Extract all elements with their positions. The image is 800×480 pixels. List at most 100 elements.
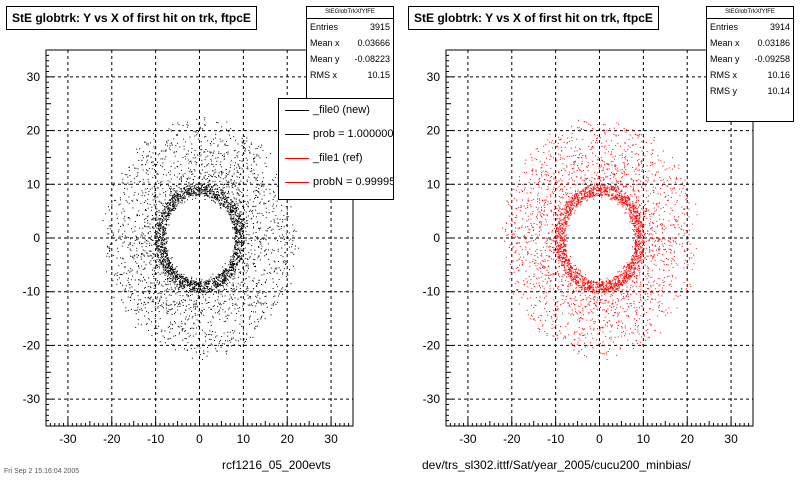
- scatter-point: [212, 170, 214, 172]
- x-tick-label: -30: [59, 432, 77, 446]
- scatter-point: [151, 168, 153, 170]
- scatter-point: [165, 202, 167, 204]
- scatter-point: [248, 176, 250, 178]
- scatter-point: [203, 186, 205, 188]
- scatter-point: [579, 269, 581, 271]
- scatter-point: [129, 284, 131, 286]
- scatter-point: [566, 259, 568, 261]
- scatter-point: [221, 284, 223, 286]
- scatter-point: [138, 267, 140, 269]
- scatter-point: [191, 148, 193, 150]
- scatter-point: [592, 298, 594, 300]
- scatter-point: [171, 291, 173, 293]
- scatter-point: [148, 181, 150, 183]
- scatter-point: [572, 179, 574, 181]
- scatter-point: [658, 253, 660, 255]
- scatter-point: [196, 194, 198, 196]
- scatter-point: [240, 235, 242, 237]
- scatter-point: [210, 158, 212, 160]
- scatter-point: [559, 207, 561, 209]
- scatter-point: [111, 269, 113, 271]
- scatter-point: [159, 236, 161, 238]
- scatter-point: [130, 181, 132, 183]
- scatter-point: [243, 147, 245, 149]
- scatter-point: [168, 218, 170, 220]
- scatter-point: [113, 274, 115, 276]
- scatter-point: [164, 256, 166, 258]
- scatter-point: [160, 259, 162, 261]
- scatter-point: [169, 181, 171, 183]
- scatter-point: [127, 270, 129, 272]
- scatter-point: [208, 283, 210, 285]
- scatter-point: [175, 278, 177, 280]
- scatter-point: [629, 263, 631, 265]
- scatter-point: [242, 160, 244, 162]
- scatter-point: [171, 199, 173, 201]
- scatter-point: [225, 207, 227, 209]
- scatter-point: [194, 154, 196, 156]
- scatter-point: [169, 277, 171, 279]
- scatter-point: [231, 217, 233, 219]
- scatter-point: [170, 204, 172, 206]
- scatter-point: [260, 302, 262, 304]
- scatter-point: [170, 308, 172, 310]
- scatter-point: [281, 234, 283, 236]
- scatter-point: [236, 152, 238, 154]
- scatter-point: [234, 241, 236, 243]
- scatter-point: [169, 207, 171, 209]
- scatter-point: [240, 237, 242, 239]
- scatter-point: [608, 291, 610, 293]
- scatter-point: [563, 208, 565, 210]
- scatter-point: [635, 218, 637, 220]
- scatter-point: [236, 220, 238, 222]
- scatter-point: [287, 216, 289, 218]
- scatter-point: [537, 194, 539, 196]
- scatter-point: [135, 235, 137, 237]
- scatter-point: [192, 157, 194, 159]
- scatter-point: [673, 165, 675, 167]
- scatter-point: [654, 210, 656, 212]
- scatter-point: [255, 270, 257, 272]
- scatter-point: [161, 238, 163, 240]
- scatter-point: [636, 228, 638, 230]
- scatter-point: [219, 189, 221, 191]
- scatter-point: [290, 251, 292, 253]
- scatter-point: [292, 235, 294, 237]
- scatter-point: [199, 281, 201, 283]
- scatter-point: [696, 214, 698, 216]
- scatter-point: [291, 243, 293, 245]
- scatter-point: [272, 232, 274, 234]
- scatter-point: [162, 253, 164, 255]
- scatter-point: [167, 205, 169, 207]
- scatter-point: [176, 134, 178, 136]
- scatter-point: [163, 192, 165, 194]
- scatter-point: [229, 207, 231, 209]
- scatter-point: [259, 297, 261, 299]
- scatter-point: [192, 178, 194, 180]
- scatter-point: [149, 298, 151, 300]
- scatter-point: [177, 160, 179, 162]
- scatter-point: [166, 253, 168, 255]
- scatter-point: [217, 145, 219, 147]
- scatter-point: [218, 311, 220, 313]
- scatter-point: [184, 278, 186, 280]
- scatter-point: [248, 296, 250, 298]
- scatter-point: [132, 244, 134, 246]
- scatter-point: [189, 290, 191, 292]
- scatter-point: [187, 121, 189, 123]
- scatter-point: [174, 282, 176, 284]
- scatter-point: [237, 203, 239, 205]
- scatter-point: [250, 336, 252, 338]
- scatter-point: [145, 245, 147, 247]
- scatter-point: [159, 232, 161, 234]
- scatter-point: [618, 312, 620, 314]
- scatter-point: [276, 284, 278, 286]
- scatter-point: [162, 203, 164, 205]
- scatter-point: [221, 336, 223, 338]
- scatter-point: [214, 195, 216, 197]
- scatter-point: [207, 140, 209, 142]
- scatter-point: [164, 209, 166, 211]
- scatter-point: [167, 304, 169, 306]
- scatter-point: [208, 282, 210, 284]
- scatter-point: [234, 251, 236, 253]
